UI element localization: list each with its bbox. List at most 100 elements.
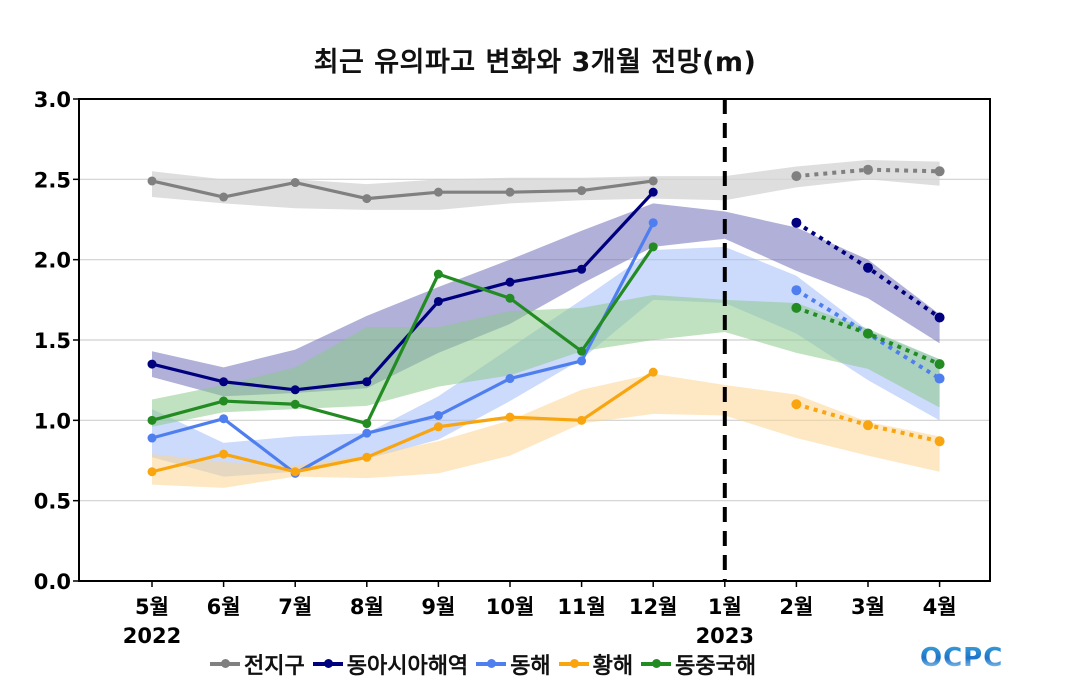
x-tick-label: 2월 — [779, 595, 813, 619]
x-tick-label: 11월 — [557, 595, 606, 619]
observed-point — [577, 346, 587, 356]
series-lines — [147, 164, 945, 478]
x-tick-label: 3월 — [851, 595, 885, 619]
observed-line-1 — [151, 179, 654, 201]
observed-point — [362, 452, 372, 462]
observed-line-3 — [151, 221, 655, 475]
legend-item: 전지구 — [210, 648, 305, 680]
forecast-line-1 — [796, 167, 940, 179]
observed-point — [433, 422, 443, 432]
year-label: 2023 — [696, 624, 754, 648]
observed-line-4 — [151, 370, 655, 474]
observed-point — [505, 293, 515, 303]
observed-point — [219, 377, 229, 387]
observed-point — [577, 415, 587, 425]
x-tick-label: 5월 — [135, 595, 169, 619]
y-tick-label: 1.5 — [34, 329, 71, 353]
legend-item: 동아시아해역 — [312, 648, 469, 680]
observed-point — [290, 399, 300, 409]
forecast-point — [934, 436, 945, 447]
legend-marker-icon — [221, 659, 230, 668]
observed-point — [505, 412, 515, 422]
observed-point — [433, 187, 443, 197]
observed-point — [648, 242, 658, 252]
observed-point — [505, 374, 515, 384]
legend-item: 황해 — [558, 648, 634, 680]
observed-point — [290, 385, 300, 395]
observed-point — [219, 414, 229, 424]
legend-marker-icon — [323, 659, 333, 668]
forecast-point — [791, 171, 802, 182]
legend-swatch-icon — [312, 659, 343, 668]
x-tick-label: 4월 — [923, 595, 957, 619]
forecast-point — [863, 262, 873, 273]
forecast-point — [791, 399, 802, 410]
observed-point — [147, 415, 157, 425]
legend-label: 동중국해 — [675, 654, 757, 679]
legend-swatch-icon — [641, 659, 672, 668]
legend-label: 동아시아해역 — [346, 654, 469, 679]
observed-point — [362, 194, 372, 204]
band-5 — [152, 295, 940, 427]
observed-point — [433, 411, 443, 421]
observed-point — [577, 356, 587, 366]
observed-point — [219, 192, 229, 202]
axes: 0.0 0.5 1.0 1.5 2.0 2.5 3.0 5월 6월 7월 8월 9월 10월 11월 12월… — [34, 88, 991, 648]
observed-point — [577, 264, 587, 274]
forecast-point — [863, 164, 873, 175]
observed-point — [648, 218, 658, 228]
x-tick-label: 10월 — [486, 595, 535, 619]
observed-point — [648, 367, 658, 377]
y-tick-label: 0.0 — [34, 570, 71, 594]
forecast-point — [934, 373, 945, 384]
forecast-point — [791, 302, 802, 313]
forecast-point — [791, 217, 802, 228]
observed-line-5 — [151, 245, 655, 426]
forecast-point — [934, 359, 945, 370]
legend-marker-icon — [569, 659, 579, 668]
forecast-point — [934, 166, 945, 177]
forecast-point — [934, 312, 945, 323]
forecast-point — [863, 420, 873, 431]
legend-label: 동해 — [510, 654, 551, 679]
legend-marker-icon — [487, 659, 497, 668]
observed-point — [290, 178, 300, 188]
observed-point — [147, 433, 157, 443]
observed-point — [648, 176, 658, 186]
ocpc-logo: OCPC — [920, 643, 1004, 673]
legend-label: 황해 — [592, 654, 634, 679]
year-label: 2022 — [123, 624, 181, 648]
observed-point — [433, 296, 443, 306]
observed-point — [577, 186, 587, 196]
legend-marker-icon — [652, 659, 662, 668]
observed-point — [147, 359, 157, 369]
observed-point — [147, 467, 157, 477]
forecast-line-5 — [795, 305, 941, 366]
observed-point — [648, 187, 658, 197]
band-1 — [152, 160, 940, 210]
y-tick-label: 0.5 — [34, 490, 71, 514]
observed-point — [147, 176, 157, 186]
observed-point — [505, 277, 515, 287]
observed-point — [219, 449, 229, 459]
x-tick-label: 12월 — [629, 595, 678, 619]
observed-point — [362, 428, 372, 438]
observed-point — [290, 467, 300, 477]
plot-frame — [78, 98, 991, 582]
chart-title: 최근 유의파고 변화와 3개월 전망(m) — [313, 47, 757, 78]
x-tick-label: 6월 — [207, 595, 241, 619]
y-tick-label: 3.0 — [34, 88, 71, 112]
legend-item: 동해 — [476, 648, 551, 680]
observed-line-2 — [151, 191, 655, 392]
x-tick-label: 9월 — [421, 595, 455, 619]
observed-point — [362, 419, 372, 429]
observed-point — [505, 187, 515, 197]
y-tick-label: 2.0 — [34, 249, 71, 273]
legend-swatch-icon — [558, 659, 589, 668]
uncertainty-bands — [152, 160, 940, 488]
legend-swatch-icon — [210, 659, 240, 668]
x-tick-label: 8월 — [350, 595, 384, 619]
forecast-point — [791, 285, 802, 296]
legend-item: 동중국해 — [641, 648, 756, 680]
